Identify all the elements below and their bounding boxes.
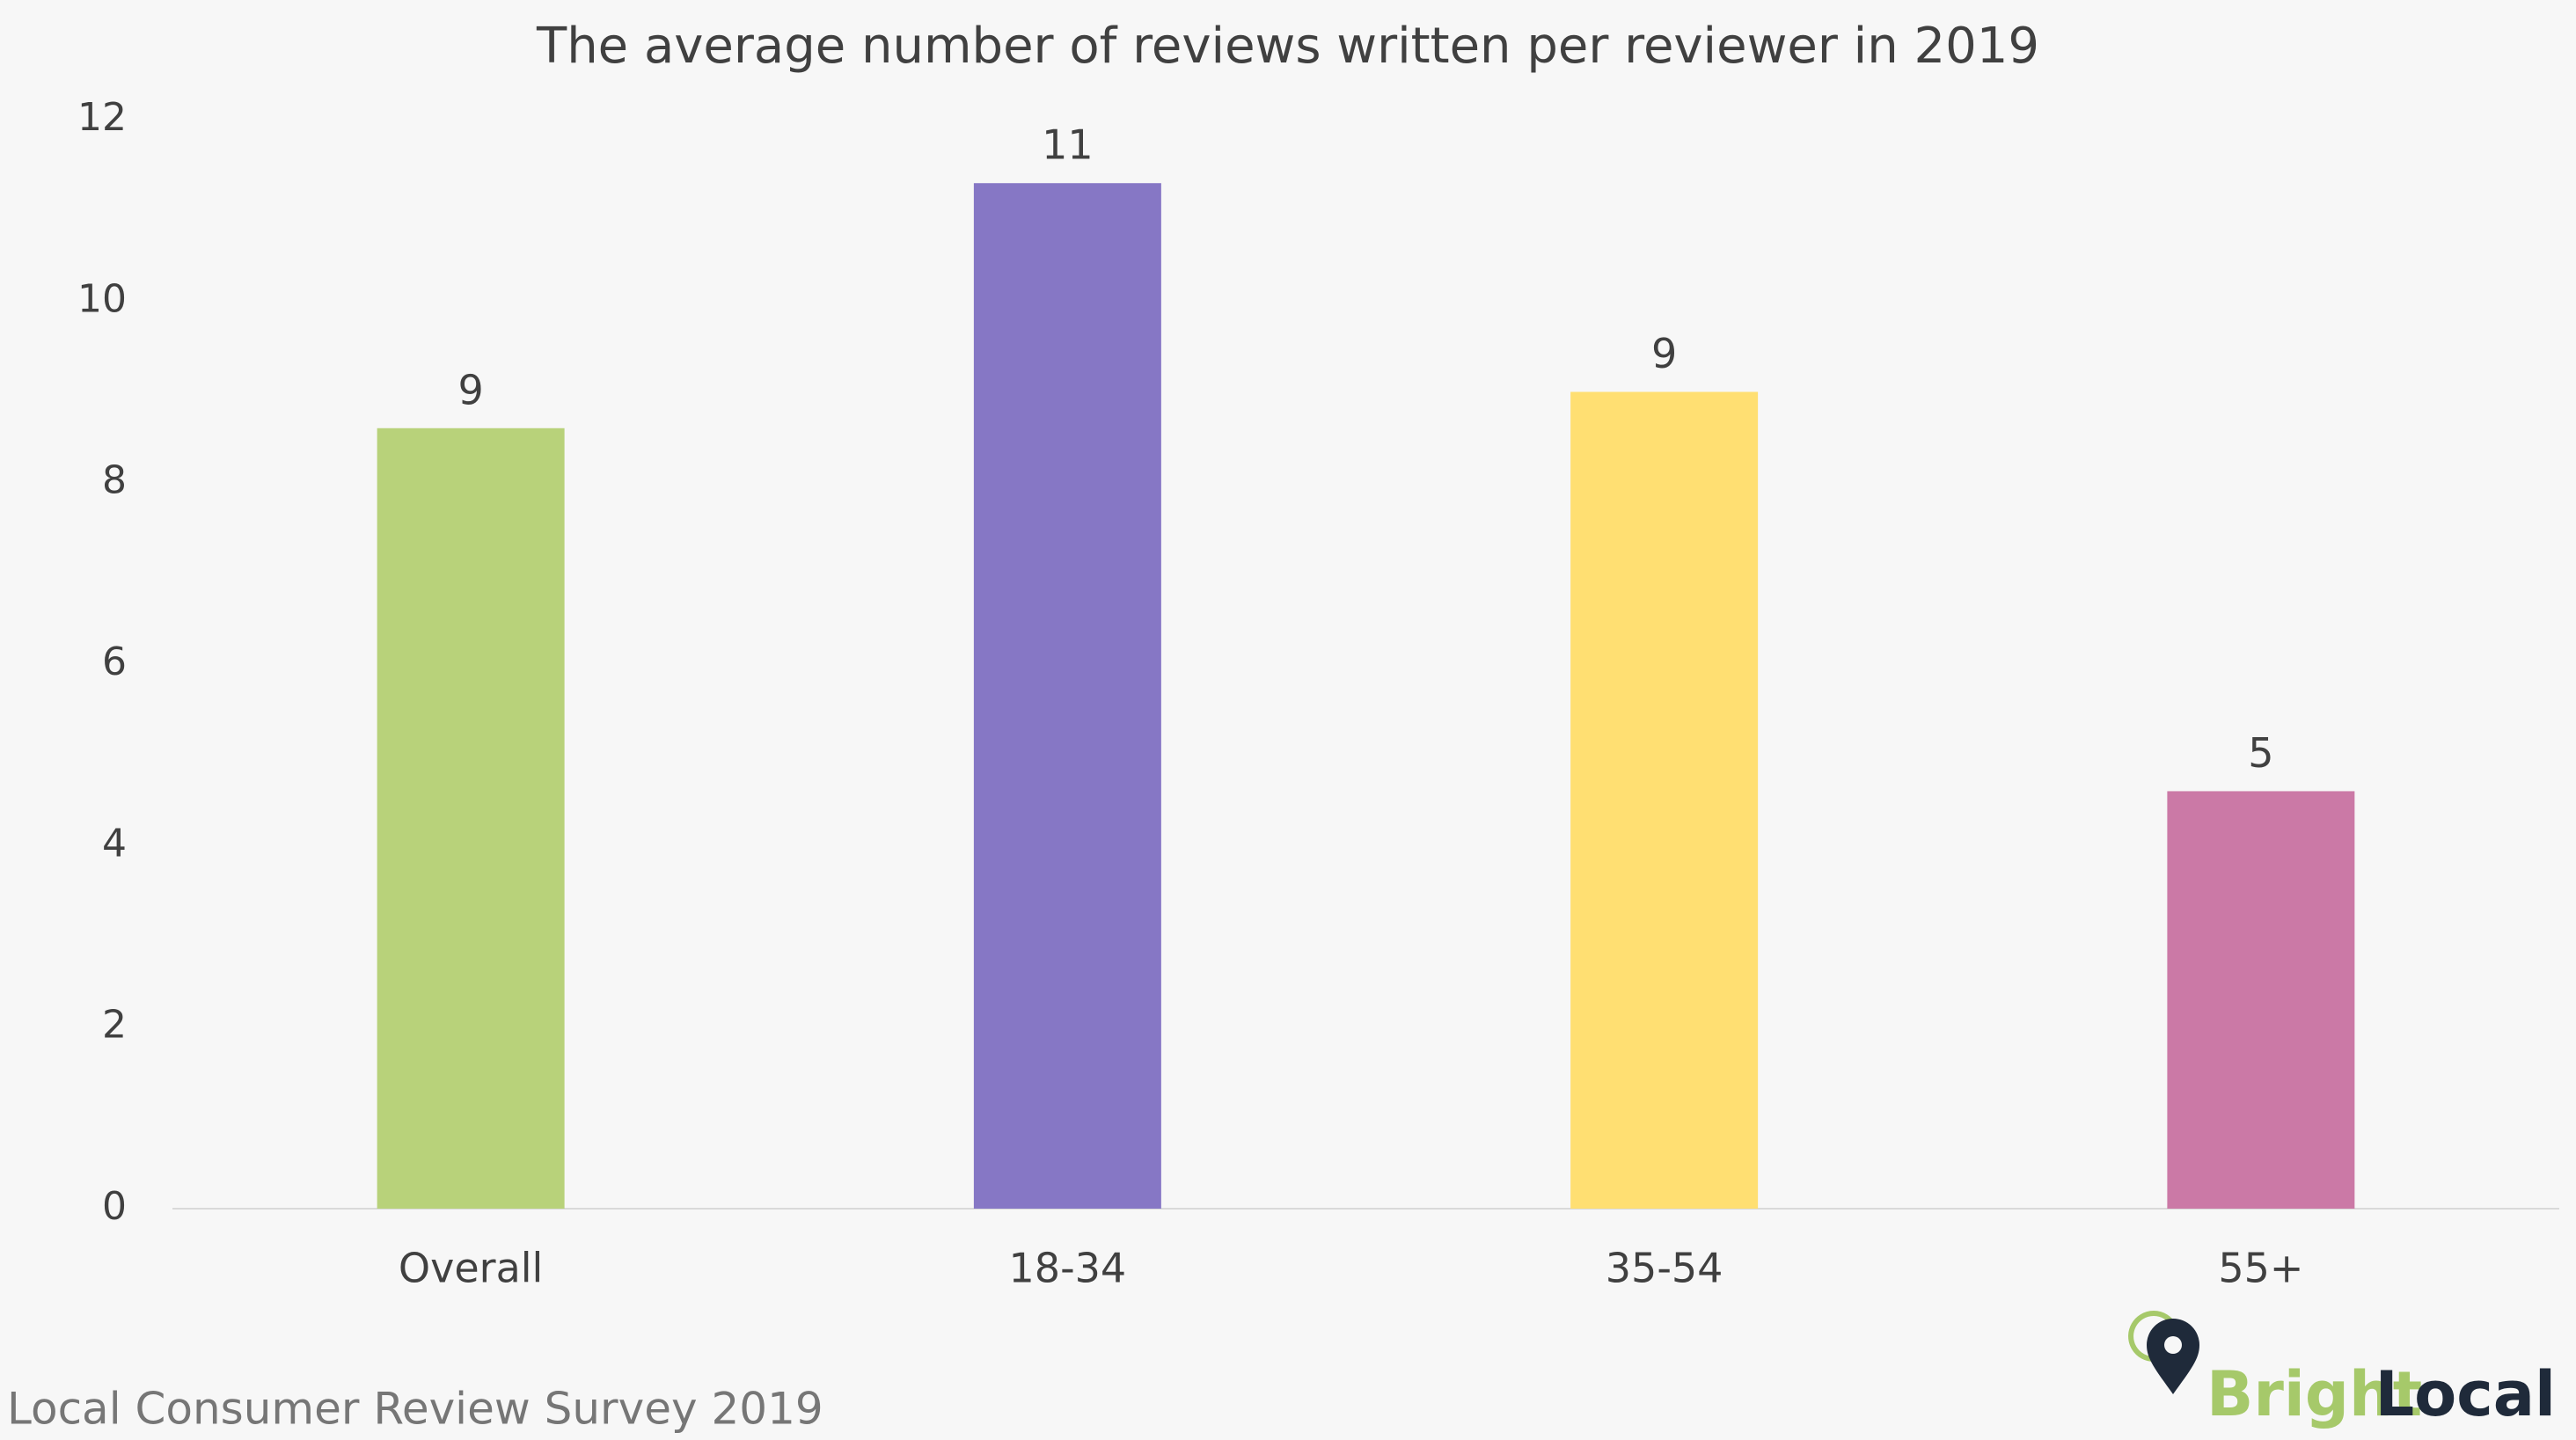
logo-pin-dot — [2164, 1336, 2182, 1354]
logo-pin — [2147, 1319, 2199, 1394]
y-tick-label: 4 — [102, 821, 127, 866]
y-tick-label: 12 — [77, 95, 127, 140]
y-tick-label: 2 — [102, 1003, 127, 1048]
data-label: 11 — [1042, 121, 1094, 169]
y-tick-label: 0 — [102, 1184, 127, 1229]
x-tick-label: Overall — [399, 1245, 543, 1292]
bar — [973, 183, 1161, 1209]
x-tick-label: 18-34 — [1009, 1245, 1127, 1292]
y-tick-label: 6 — [102, 640, 127, 684]
bar — [2167, 791, 2355, 1209]
brand-second: Local — [2375, 1358, 2556, 1430]
x-tick-label: 35-54 — [1606, 1245, 1723, 1292]
y-tick-label: 10 — [77, 276, 127, 321]
data-label: 9 — [1651, 330, 1677, 377]
bar — [377, 428, 565, 1209]
x-tick-label: 55+ — [2218, 1245, 2303, 1292]
brand-logo: Bright Local — [2128, 1311, 2556, 1430]
data-label: 9 — [457, 366, 483, 413]
source-note: Local Consumer Review Survey 2019 — [7, 1384, 823, 1435]
y-tick-label: 8 — [102, 458, 127, 503]
chart-title: The average number of reviews written pe… — [536, 18, 2039, 75]
brand-first: Bright — [2206, 1358, 2422, 1430]
data-label: 5 — [2248, 729, 2273, 777]
bar — [1570, 391, 1759, 1209]
